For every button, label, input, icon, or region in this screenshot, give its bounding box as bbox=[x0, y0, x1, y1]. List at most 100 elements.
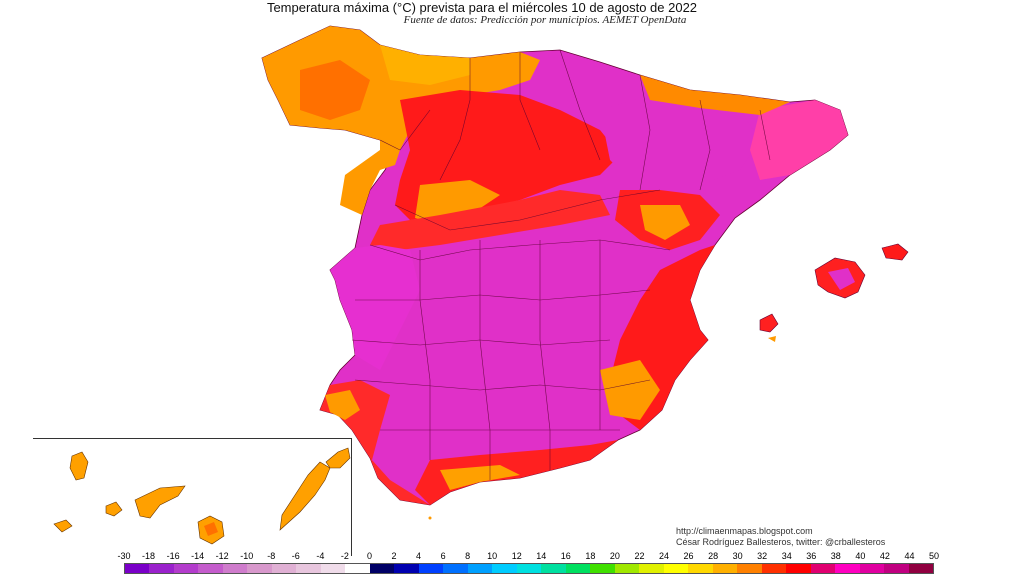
legend-label: 14 bbox=[536, 551, 547, 561]
fuerteventura bbox=[279, 461, 331, 531]
legend-swatch bbox=[198, 564, 223, 573]
legend-swatch bbox=[516, 564, 542, 573]
pyrenees-orange bbox=[640, 75, 790, 115]
legend-swatch bbox=[590, 564, 615, 573]
legend-label: 26 bbox=[683, 551, 694, 561]
gran-canaria-core bbox=[204, 522, 218, 536]
legend-label: 6 bbox=[440, 551, 446, 561]
legend-swatch bbox=[418, 564, 444, 573]
extremadura-magenta bbox=[330, 245, 420, 370]
legend-label: -2 bbox=[340, 551, 349, 561]
la-gomera bbox=[105, 501, 123, 517]
legend-label: 44 bbox=[904, 551, 915, 561]
legend-swatch bbox=[639, 564, 664, 573]
legend-labels: -30 -18 -16 -14 -12 -10 -8 -6 -4 -2 0 2 4 6 8 10 12 14 16 1… bbox=[0, 551, 1024, 563]
legend-swatch bbox=[492, 564, 517, 573]
legend-label: -16 bbox=[166, 551, 180, 561]
legend-label: -12 bbox=[215, 551, 229, 561]
murcia-orange bbox=[600, 360, 660, 420]
legend-swatch bbox=[222, 564, 248, 573]
legend-swatch bbox=[614, 564, 640, 573]
map-title: Temperatura máxima (°C) prevista para el… bbox=[266, 0, 698, 15]
legend-label: -30 bbox=[117, 551, 131, 561]
legend-swatch bbox=[565, 564, 591, 573]
legend-swatch bbox=[810, 564, 836, 573]
color-legend-bar bbox=[124, 563, 934, 574]
legend-swatch bbox=[394, 564, 419, 573]
legend-label: 34 bbox=[781, 551, 792, 561]
sistema-central bbox=[370, 190, 610, 250]
el-hierro bbox=[53, 519, 73, 533]
legend-swatch bbox=[320, 564, 346, 573]
ibiza bbox=[759, 313, 779, 333]
iberico-orange bbox=[640, 205, 690, 240]
legend-label: 12 bbox=[511, 551, 522, 561]
legend-label: 18 bbox=[585, 551, 596, 561]
legend-swatch bbox=[247, 564, 272, 573]
legend-swatch bbox=[541, 564, 566, 573]
legend-swatch bbox=[663, 564, 689, 573]
legend-label: 38 bbox=[830, 551, 841, 561]
duero-orange bbox=[415, 180, 500, 225]
legend-swatch bbox=[884, 564, 909, 573]
legend-label: 20 bbox=[609, 551, 620, 561]
legend-label: -18 bbox=[142, 551, 156, 561]
legend-swatch bbox=[296, 564, 321, 573]
legend-swatch bbox=[786, 564, 811, 573]
legend-swatch bbox=[835, 564, 860, 573]
legend-label: 4 bbox=[416, 551, 422, 561]
south-coast-red bbox=[415, 440, 618, 505]
ebro-magenta bbox=[600, 95, 760, 190]
legend-swatch bbox=[173, 564, 199, 573]
legend-label: 0 bbox=[366, 551, 372, 561]
province-borders bbox=[351, 49, 771, 480]
islet-dot bbox=[428, 516, 432, 520]
legend-swatch bbox=[149, 564, 174, 573]
legend-swatch bbox=[688, 564, 713, 573]
legend-label: 2 bbox=[391, 551, 397, 561]
legend-label: 36 bbox=[806, 551, 817, 561]
legend-swatch bbox=[345, 564, 370, 573]
la-palma bbox=[69, 451, 89, 481]
legend-label: 42 bbox=[879, 551, 890, 561]
legend-label: 30 bbox=[732, 551, 743, 561]
legend-label: 22 bbox=[634, 551, 645, 561]
legend-swatch bbox=[467, 564, 493, 573]
legend-label: -8 bbox=[267, 551, 276, 561]
menorca bbox=[881, 243, 909, 261]
legend-label: -10 bbox=[240, 551, 254, 561]
credit-url: http://climaenmapas.blogspot.com bbox=[676, 526, 813, 536]
legend-label: 16 bbox=[560, 551, 571, 561]
legend-swatch bbox=[761, 564, 787, 573]
formentera bbox=[768, 336, 776, 342]
canary-islands-inset-frame bbox=[33, 438, 352, 556]
legend-label: -14 bbox=[191, 551, 205, 561]
legend-label: -6 bbox=[291, 551, 300, 561]
legend-swatch bbox=[271, 564, 297, 573]
legend-label: 50 bbox=[928, 551, 940, 561]
legend-label: 24 bbox=[658, 551, 670, 561]
galicia-inner bbox=[300, 60, 370, 120]
tenerife bbox=[134, 485, 186, 519]
legend-label: 10 bbox=[487, 551, 498, 561]
legend-label: -4 bbox=[316, 551, 325, 561]
asturias-coast bbox=[380, 45, 470, 85]
legend-label: 40 bbox=[855, 551, 866, 561]
legend-swatch bbox=[859, 564, 885, 573]
malaga-orange bbox=[440, 465, 520, 490]
legend-swatch bbox=[125, 564, 150, 573]
credit-author: César Rodríguez Ballesteros, twitter: @c… bbox=[676, 537, 886, 547]
legend-label: 32 bbox=[757, 551, 768, 561]
legend-swatch bbox=[443, 564, 468, 573]
huelva-orange bbox=[325, 390, 360, 420]
lanzarote bbox=[325, 447, 351, 469]
map-subtitle: Fuente de datos: Predicción por municipi… bbox=[403, 14, 687, 26]
legend-swatch bbox=[712, 564, 738, 573]
legend-swatch bbox=[908, 564, 933, 573]
legend-swatch bbox=[737, 564, 762, 573]
catalonia-pink bbox=[750, 100, 848, 180]
legend-label: 28 bbox=[708, 551, 719, 561]
legend-label: 8 bbox=[465, 551, 471, 561]
mallorca-inner bbox=[828, 268, 855, 290]
